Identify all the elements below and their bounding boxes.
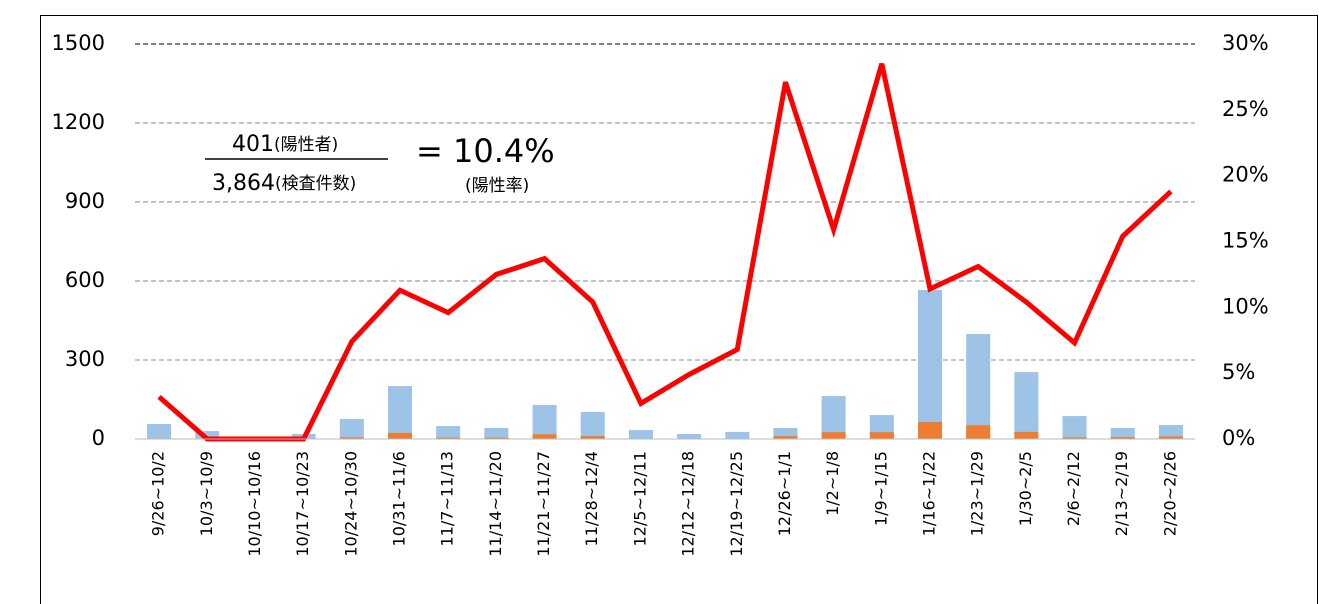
x-tick-label: 1/2~1/8 <box>823 451 842 516</box>
x-tick-label: 10/10~10/16 <box>245 451 264 557</box>
bar <box>339 418 364 439</box>
bar <box>966 425 991 439</box>
bar <box>918 421 942 439</box>
rate-line <box>157 63 1173 442</box>
frame <box>40 15 1318 604</box>
x-tick-label: 11/28~12/4 <box>582 451 601 546</box>
bar <box>1014 372 1039 439</box>
rate: = 10.4% <box>416 132 555 170</box>
x-tick-label: 11/7~11/13 <box>438 451 457 546</box>
bar <box>1110 427 1135 439</box>
rate-label: (陽性率) <box>465 176 529 196</box>
bar <box>436 437 461 439</box>
bar <box>1158 436 1183 439</box>
bar <box>436 426 461 439</box>
bar <box>1110 437 1135 439</box>
bar <box>532 434 557 439</box>
bar <box>1158 425 1183 439</box>
bar <box>1062 416 1087 439</box>
bar <box>484 437 509 439</box>
bar <box>1014 431 1039 439</box>
bar <box>580 436 605 439</box>
bar <box>532 405 557 439</box>
x-tick-label: 2/20~2/26 <box>1160 451 1179 536</box>
x-tick-label: 12/12~12/18 <box>679 451 698 557</box>
x-tick-label: 12/5~12/11 <box>630 451 649 546</box>
bar <box>918 289 942 439</box>
y-tick-label: 900 <box>65 189 105 213</box>
y-tick-label: 1200 <box>52 110 105 134</box>
y-tick-label: 600 <box>65 268 105 292</box>
x-tick-label: 10/17~10/23 <box>293 451 312 557</box>
y-tick-label: 300 <box>65 347 105 371</box>
y-tick-label: 1500 <box>52 31 105 55</box>
bar <box>628 430 653 439</box>
x-tick-label: 1/30~2/5 <box>1016 451 1035 526</box>
y2-tick-label: 20% <box>1222 163 1269 187</box>
x-tick-label: 10/31~11/6 <box>390 451 409 546</box>
bar <box>339 437 364 439</box>
bar <box>388 432 412 439</box>
x-tick-label: 1/9~1/15 <box>871 451 890 526</box>
x-tick-label: 1/23~1/29 <box>968 451 987 536</box>
bar <box>725 431 750 439</box>
y2-tick-label: 5% <box>1222 360 1255 384</box>
bar <box>388 386 412 439</box>
bar <box>773 436 798 439</box>
x-tick-label: 11/14~11/20 <box>486 451 505 557</box>
y2-tick-label: 30% <box>1222 31 1269 55</box>
x-tick-label: 12/26~1/1 <box>775 451 794 536</box>
bar <box>580 411 605 439</box>
y2-tick-label: 0% <box>1222 426 1255 450</box>
y2-tick-label: 10% <box>1222 294 1269 318</box>
bar <box>484 427 509 439</box>
x-tick-label: 1/16~1/22 <box>920 451 939 536</box>
x-tick-label: 10/3~10/9 <box>197 451 216 536</box>
x-tick-label: 12/19~12/25 <box>727 451 746 557</box>
y2-tick-label: 15% <box>1222 229 1269 253</box>
y-tick-label: 0 <box>92 426 105 450</box>
bar <box>1062 437 1087 439</box>
bar <box>821 396 846 439</box>
x-tick-label: 10/24~10/30 <box>341 451 360 557</box>
x-tick-label: 2/13~2/19 <box>1112 451 1131 536</box>
y2-tick-label: 25% <box>1222 97 1269 121</box>
bar <box>966 333 991 439</box>
numerator: 401(陽性者) <box>232 132 338 157</box>
x-tick-label: 11/21~11/27 <box>534 451 553 557</box>
bar <box>677 433 702 439</box>
denominator: 3,864(検査件数) <box>212 171 356 196</box>
bar <box>195 431 220 439</box>
bar <box>147 423 172 439</box>
x-tick-label: 2/6~2/12 <box>1064 451 1083 526</box>
bar <box>869 432 894 439</box>
bar <box>821 432 846 439</box>
x-tick-label: 9/26~10/2 <box>149 451 168 536</box>
bar <box>773 427 798 439</box>
